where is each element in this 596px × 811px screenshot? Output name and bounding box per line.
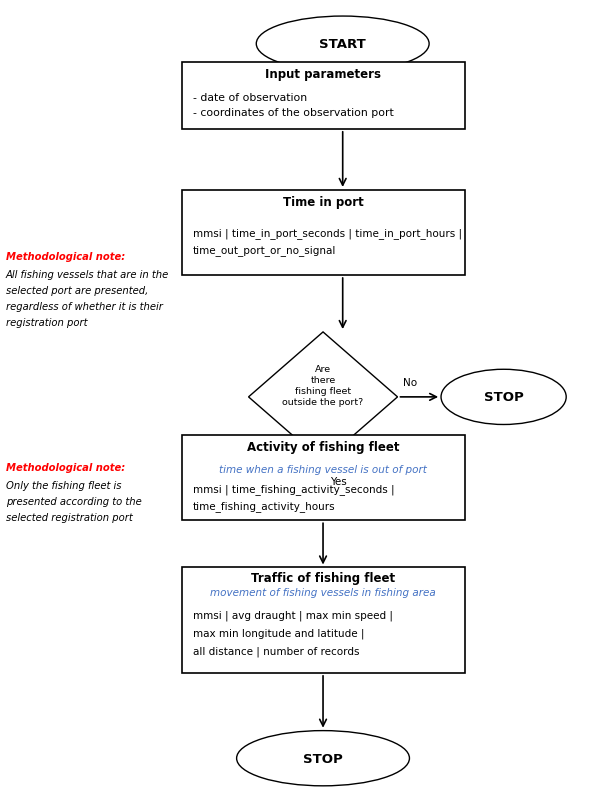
Text: mmsi | avg draught | max min speed |: mmsi | avg draught | max min speed | (193, 610, 393, 620)
Text: movement of fishing vessels in fishing area: movement of fishing vessels in fishing a… (210, 587, 436, 597)
Text: Methodological note:: Methodological note: (6, 462, 125, 472)
Text: regardless of whether it is their: regardless of whether it is their (6, 302, 163, 311)
Text: STOP: STOP (484, 391, 523, 404)
Text: Only the fishing fleet is: Only the fishing fleet is (6, 480, 122, 490)
Bar (182, 63, 465, 130)
Text: registration port: registration port (6, 318, 88, 328)
Text: time when a fishing vessel is out of port: time when a fishing vessel is out of por… (219, 465, 427, 474)
Text: max min longitude and latitude |: max min longitude and latitude | (193, 628, 364, 638)
Ellipse shape (237, 731, 409, 786)
Ellipse shape (256, 17, 429, 72)
Text: Time in port: Time in port (283, 195, 364, 208)
Bar (182, 436, 465, 521)
Text: - date of observation: - date of observation (193, 92, 306, 103)
Text: selected port are presented,: selected port are presented, (6, 285, 148, 295)
Polygon shape (249, 333, 398, 462)
Text: Yes: Yes (330, 477, 347, 487)
Text: Input parameters: Input parameters (265, 68, 381, 81)
Text: all distance | number of records: all distance | number of records (193, 646, 359, 656)
Text: Activity of fishing fleet: Activity of fishing fleet (247, 440, 399, 453)
Text: Traffic of fishing fleet: Traffic of fishing fleet (252, 571, 395, 584)
Bar (182, 191, 465, 276)
Text: time_fishing_activity_hours: time_fishing_activity_hours (193, 500, 335, 512)
Text: presented according to the: presented according to the (6, 496, 142, 506)
Text: START: START (319, 38, 366, 51)
Text: mmsi | time_fishing_activity_seconds |: mmsi | time_fishing_activity_seconds | (193, 483, 394, 495)
Text: STOP: STOP (303, 752, 343, 765)
Text: time_out_port_or_no_signal: time_out_port_or_no_signal (193, 245, 336, 255)
Text: All fishing vessels that are in the: All fishing vessels that are in the (6, 269, 169, 279)
Text: No: No (403, 378, 418, 388)
Text: Are
there
fishing fleet
outside the port?: Are there fishing fleet outside the port… (283, 364, 364, 406)
Text: selected registration port: selected registration port (6, 513, 133, 522)
Text: mmsi | time_in_port_seconds | time_in_port_hours |: mmsi | time_in_port_seconds | time_in_po… (193, 228, 462, 238)
Text: Methodological note:: Methodological note: (6, 251, 125, 261)
Bar (182, 568, 465, 673)
Ellipse shape (441, 370, 566, 425)
Text: - coordinates of the observation port: - coordinates of the observation port (193, 108, 393, 118)
